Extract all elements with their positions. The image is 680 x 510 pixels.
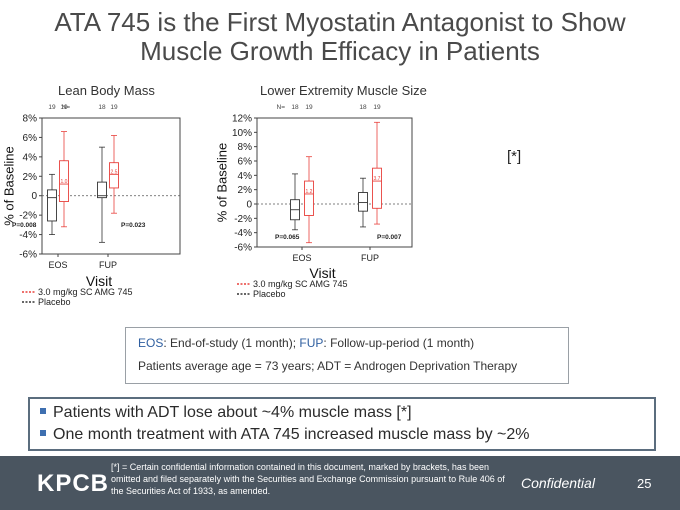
- x-axis-label: Visit: [86, 273, 112, 289]
- legend-label: 3.0 mg/kg SC AMG 745: [38, 287, 133, 297]
- p-value: P=0.065: [275, 234, 300, 241]
- n-value: 19: [60, 104, 68, 111]
- y-tick-label: 8%: [238, 142, 253, 153]
- box-iqr: [109, 162, 119, 189]
- y-tick-label: -2%: [234, 214, 252, 225]
- n-value: 19: [373, 104, 381, 111]
- box-iqr: [372, 167, 382, 209]
- y-tick-label: 4%: [23, 152, 38, 163]
- definitions-box: EOS: End-of-study (1 month); FUP: Follow…: [125, 327, 569, 384]
- bullet-text: One month treatment with ATA 745 increas…: [53, 426, 530, 443]
- definitions-line2: Patients average age = 73 years; ADT = A…: [138, 359, 518, 373]
- y-tick-label: -2%: [19, 211, 37, 222]
- y-tick-label: 12%: [232, 114, 252, 125]
- slide-title-line2: Muscle Growth Efficacy in Patients: [140, 36, 540, 66]
- y-tick-label: 8%: [23, 114, 38, 125]
- key-points-box: Patients with ADT lose about ~4% muscle …: [28, 397, 656, 451]
- eos-key: EOS: [138, 336, 164, 350]
- kpcb-logo: KPCB: [37, 470, 110, 497]
- n-value: 18: [291, 104, 299, 111]
- bullet-square-icon: [40, 407, 46, 414]
- legend-label: Placebo: [253, 289, 286, 299]
- muscle-size-chart: 12% 10% 8% 6% 4% 2% 0 -2% -4% -6% % of Baseline N= 1…: [214, 104, 413, 299]
- y-tick-label: 0: [31, 191, 37, 202]
- fup-desc: : Follow-up-period (1 month): [323, 336, 475, 350]
- y-tick-label: 6%: [238, 157, 253, 168]
- box-iqr: [304, 180, 314, 216]
- x-tick-label: EOS: [48, 260, 67, 270]
- fup-key: FUP: [299, 336, 324, 350]
- bullet-item: Patients with ADT lose about ~4% muscle …: [40, 404, 412, 422]
- n-value: 19: [305, 104, 313, 111]
- footer-bar: KPCB [*] = Certain confidential informat…: [0, 456, 680, 510]
- y-tick-label: -6%: [234, 243, 252, 254]
- bullet-item: One month treatment with ATA 745 increas…: [40, 426, 530, 444]
- y-tick-label: 2%: [23, 172, 38, 183]
- y-tick-label: 4%: [238, 171, 253, 182]
- bullet-square-icon: [40, 429, 46, 436]
- x-axis-label: Visit: [309, 265, 335, 281]
- y-tick-label: 10%: [232, 128, 252, 139]
- box-mean-label: 2.5: [111, 169, 118, 175]
- n-value: 18: [98, 104, 106, 111]
- page-number: 25: [637, 476, 652, 491]
- definitions-line1: EOS: End-of-study (1 month); FUP: Follow…: [138, 336, 474, 350]
- box-mean-label: 1.0: [61, 179, 68, 185]
- p-value: P=0.023: [121, 222, 146, 229]
- plot-frame: [256, 117, 413, 248]
- y-axis-label: % of Baseline: [214, 143, 229, 223]
- box-mean-label: 3.7: [374, 176, 381, 182]
- n-label: N=: [62, 104, 71, 111]
- eos-desc: : End-of-study (1 month);: [163, 336, 300, 350]
- confidential-bracket-note: [*]: [507, 148, 522, 165]
- box-iqr: [358, 192, 368, 212]
- legend-label: Placebo: [38, 297, 71, 307]
- box-iqr: [59, 160, 69, 202]
- box-mean-label: 1.2: [306, 189, 313, 195]
- x-tick-label: FUP: [99, 260, 117, 270]
- y-tick-label: 0: [246, 200, 252, 211]
- p-value: P=0.008: [12, 222, 37, 229]
- n-label: N=: [277, 104, 286, 111]
- y-tick-label: 6%: [23, 133, 38, 144]
- slide-title: ATA 745 is the First Myostatin Antagonis…: [0, 8, 680, 66]
- y-tick-label: -6%: [19, 250, 37, 261]
- chart1-title: Lean Body Mass: [58, 83, 155, 98]
- y-tick-label: -4%: [19, 230, 37, 241]
- p-value: P=0.007: [377, 234, 402, 241]
- confidentiality-footnote: [*] = Certain confidential information c…: [111, 462, 505, 496]
- box-iqr: [47, 189, 57, 222]
- n-value: 19: [110, 104, 118, 111]
- n-value: 19: [48, 104, 56, 111]
- n-value: 18: [359, 104, 367, 111]
- legend-label: 3.0 mg/kg SC AMG 745: [253, 279, 348, 289]
- y-axis-label: % of Baseline: [1, 146, 16, 226]
- x-tick-label: EOS: [292, 253, 311, 263]
- slide-title-line1: ATA 745 is the First Myostatin Antagonis…: [54, 7, 626, 37]
- y-tick-label: 2%: [238, 185, 253, 196]
- confidential-label: Confidential: [521, 475, 595, 491]
- chart2-title: Lower Extremity Muscle Size: [260, 83, 427, 98]
- y-tick-label: -4%: [234, 228, 252, 239]
- box-iqr: [97, 181, 107, 199]
- bullet-text: Patients with ADT lose about ~4% muscle …: [53, 404, 412, 421]
- x-tick-label: FUP: [361, 253, 379, 263]
